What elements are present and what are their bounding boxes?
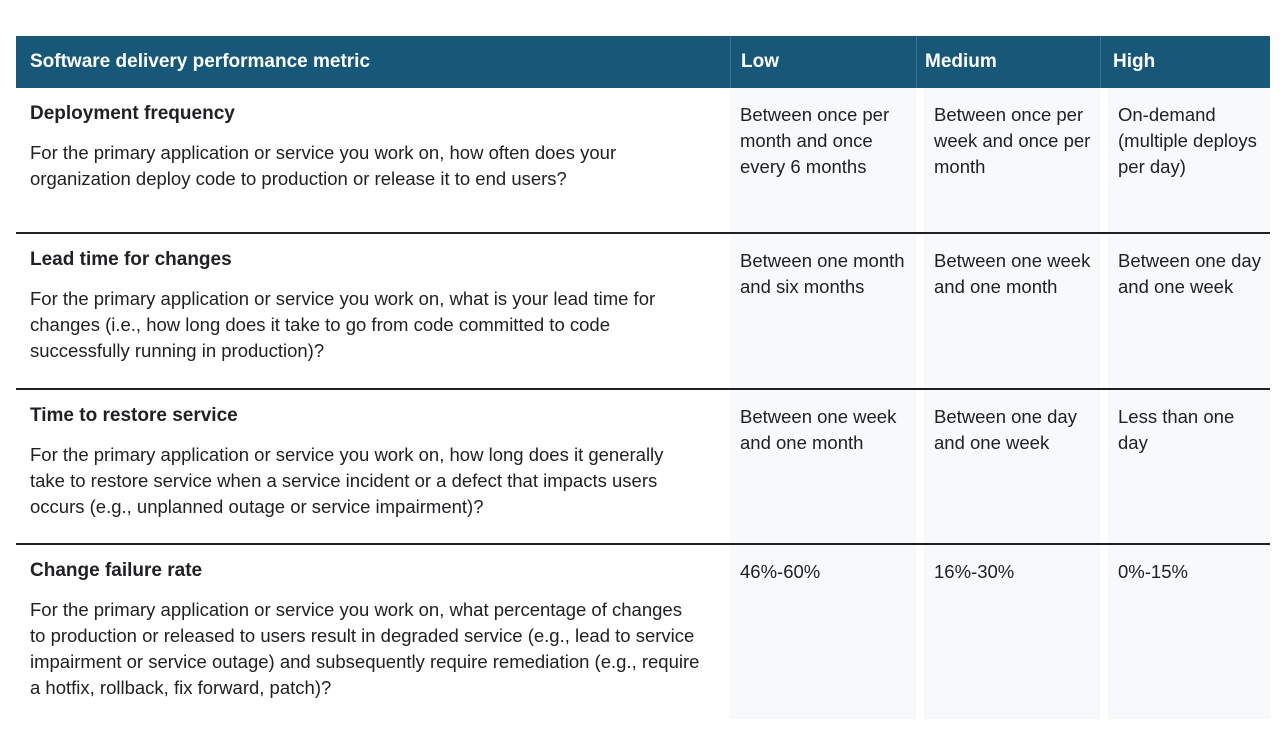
high-value-cell: 0%-15% xyxy=(1108,545,1270,719)
software-delivery-performance-table: Software delivery performance metric Low… xyxy=(16,36,1270,719)
header-low: Low xyxy=(730,36,916,88)
table-row: Change failure rate For the primary appl… xyxy=(16,543,1270,719)
metric-cell: Deployment frequency For the primary app… xyxy=(16,88,722,232)
header-metric: Software delivery performance metric xyxy=(30,51,371,72)
metric-title: Deployment frequency xyxy=(30,103,235,124)
high-value-cell: Less than one day xyxy=(1108,390,1270,543)
header-high: High xyxy=(1100,36,1270,88)
table-header-row: Software delivery performance metric Low… xyxy=(16,36,1270,88)
high-value-cell: Between one day and one week xyxy=(1108,234,1270,388)
metric-title: Change failure rate xyxy=(30,560,203,581)
metric-description: For the primary application or service y… xyxy=(30,599,700,698)
metric-description: For the primary application or service y… xyxy=(30,444,664,517)
high-value-cell: On-demand (multiple deploys per day) xyxy=(1108,88,1270,232)
medium-value-cell: 16%-30% xyxy=(924,545,1100,719)
metric-title: Time to restore service xyxy=(30,405,238,426)
metric-description: For the primary application or service y… xyxy=(30,142,617,189)
table-row: Lead time for changes For the primary ap… xyxy=(16,232,1270,388)
medium-value-cell: Between once per week and once per month xyxy=(924,88,1100,232)
metric-title: Lead time for changes xyxy=(30,249,232,270)
low-value-cell: 46%-60% xyxy=(730,545,916,719)
table-row: Deployment frequency For the primary app… xyxy=(16,88,1270,232)
table-row: Time to restore service For the primary … xyxy=(16,388,1270,543)
metric-cell: Time to restore service For the primary … xyxy=(16,390,722,543)
metric-description: For the primary application or service y… xyxy=(30,288,656,361)
low-value-cell: Between one month and six months xyxy=(730,234,916,388)
low-value-cell: Between one week and one month xyxy=(730,390,916,543)
metric-cell: Change failure rate For the primary appl… xyxy=(16,545,722,719)
medium-value-cell: Between one week and one month xyxy=(924,234,1100,388)
low-value-cell: Between once per month and once every 6 … xyxy=(730,88,916,232)
header-medium: Medium xyxy=(916,36,1100,88)
medium-value-cell: Between one day and one week xyxy=(924,390,1100,543)
metric-cell: Lead time for changes For the primary ap… xyxy=(16,234,722,388)
